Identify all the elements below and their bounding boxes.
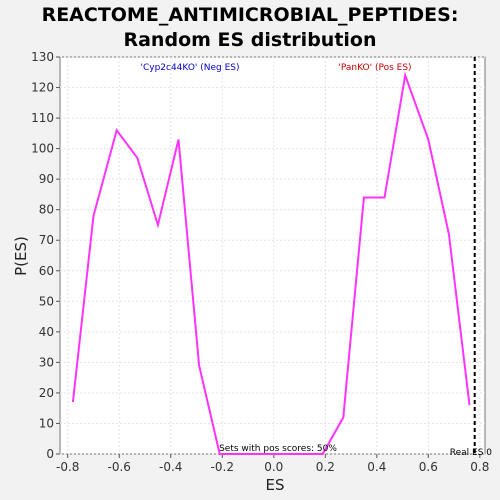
chart-title: REACTOME_ANTIMICROBIAL_PEPTIDES: [42, 4, 459, 26]
chart-subtitle: Random ES distribution [123, 29, 376, 51]
x-tick-label: -0.2 [211, 460, 234, 474]
real-es-label: Real ES 0 [450, 448, 493, 458]
y-tick-label: 30 [39, 355, 54, 369]
y-tick-label: 80 [39, 203, 54, 217]
y-tick-label: 130 [31, 50, 54, 64]
y-tick-label: 40 [39, 325, 54, 339]
x-tick-label: 0.2 [316, 460, 335, 474]
grid-lines [60, 56, 485, 455]
x-tick-label: 0.8 [470, 460, 489, 474]
pos-scores-note: Sets with pos scores: 50% [219, 444, 337, 454]
x-axis-ticks: -0.8 -0.6 -0.4 -0.2 0.0 0.2 0.4 0.6 0.8 [56, 454, 489, 474]
y-tick-label: 10 [39, 416, 54, 430]
y-tick-label: 110 [31, 111, 54, 125]
y-axis-ticks: 0 10 20 30 40 50 60 70 80 90 100 110 120 130 [31, 50, 60, 461]
y-tick-label: 70 [39, 233, 54, 247]
x-tick-label: 0.4 [367, 460, 386, 474]
y-tick-label: 50 [39, 294, 54, 308]
y-axis-label: P(ES) [12, 236, 30, 276]
y-tick-label: 20 [39, 386, 54, 400]
x-tick-label: -0.6 [108, 460, 131, 474]
x-tick-label: -0.4 [159, 460, 182, 474]
x-tick-label: 0.6 [419, 460, 438, 474]
y-tick-label: 60 [39, 264, 54, 278]
y-tick-label: 100 [31, 142, 54, 156]
es-distribution-line [71, 71, 471, 455]
x-axis-label: ES [266, 476, 285, 494]
y-tick-label: 90 [39, 172, 54, 186]
pos-es-label: 'PanKO' (Pos ES) [338, 63, 411, 73]
x-tick-label: 0.0 [264, 460, 283, 474]
x-tick-label: -0.8 [56, 460, 79, 474]
neg-es-label: 'Cyp2c44KO' (Neg ES) [140, 63, 239, 73]
plot-area [59, 56, 486, 455]
y-tick-label: 120 [31, 81, 54, 95]
y-tick-label: 0 [46, 447, 54, 461]
